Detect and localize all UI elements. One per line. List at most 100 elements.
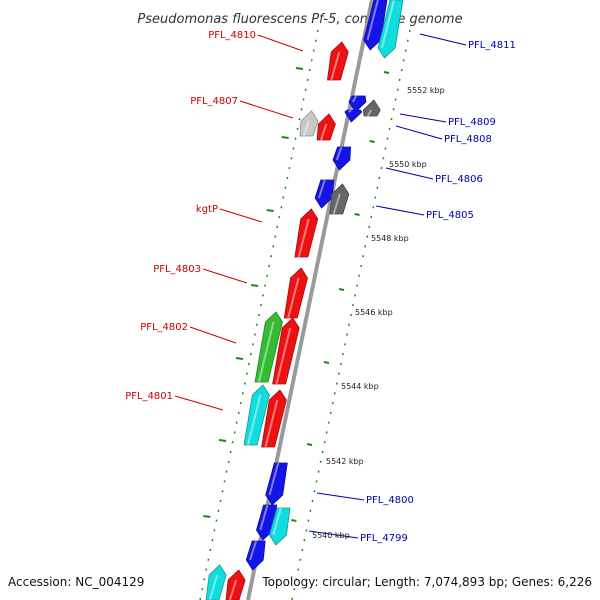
forward-leader-line [257,34,304,52]
forward-leader-line [202,268,248,284]
reverse-tick [383,71,390,74]
gene-pfl-4802[interactable] [254,311,283,383]
forward-gene-label[interactable]: kgtP [196,204,218,215]
kbp-label: 5542 kbp [326,457,364,466]
reverse-gene-label[interactable]: PFL_4800 [366,495,414,506]
gene-pfl-4801[interactable] [243,384,270,446]
gene-pfl-4801-shine [246,394,262,446]
forward-tick [203,515,211,518]
gene-pfl-4810[interactable] [327,41,349,81]
reverse-gene-label[interactable]: PFL_4809 [448,117,496,128]
gene-pfl-4807-body [316,113,336,141]
gene-pfl-4808-top[interactable] [348,95,367,113]
gene-pfl-4811-shine [380,0,395,49]
forward-gene-label[interactable]: PFL_4801 [125,391,173,402]
gene-pfl-4805-body [329,183,350,215]
reverse-tick [354,213,360,216]
gene-pfl-4801-partner[interactable] [261,389,287,448]
forward-leader-line [239,100,294,119]
reverse-tick [338,288,345,291]
gene-pfl-4803-shine [287,277,300,319]
reverse-leader-line [308,530,359,539]
forward-tick [235,357,244,360]
gene-pfl-4805-blue-shine [317,179,326,199]
gene-pfl-4810-body [327,41,349,81]
gene-pfl-4807-neighbor[interactable] [299,110,319,137]
gene-labels: PFL_4810 PFL_4807 kgtP PFL_4803 PFL_4802 PFL_… [125,30,516,544]
gene-pfl-4808-shine [348,109,352,113]
gene-pfl-4803[interactable] [283,267,308,319]
gene-pfl-4799-shine [272,507,282,536]
gene-pfl-4806[interactable] [332,146,352,171]
gene-pfl-4800-shine [268,462,280,496]
reverse-gene-label[interactable]: PFL_4811 [468,40,516,51]
forward-ruler [199,29,319,600]
gene-pfl-4806-shine [335,146,343,161]
gene-pfl-4805[interactable] [329,183,350,215]
reverse-gene-label[interactable]: PFL_4805 [426,210,474,221]
map-title: Pseudomonas fluorescens Pf-5, complete g… [137,12,462,27]
gene-bottom-cyan-body [205,564,227,600]
gene-kgtp[interactable] [294,208,319,258]
gene-pfl-4801-body [243,384,270,446]
gene-pfl-4809[interactable] [362,99,381,117]
forward-gene-label[interactable]: PFL_4803 [153,264,201,275]
reverse-leader-line [395,125,443,140]
gene-pfl-4807[interactable] [316,113,336,141]
gene-pfl-4802-partner-shine [275,327,292,385]
gene-features [205,0,404,600]
gene-pfl-4811-body [377,0,404,59]
gene-pfl-4810-shine [330,51,341,81]
gene-pfl-4808-body [344,109,363,123]
gene-pfl-4802-partner[interactable] [272,317,300,385]
forward-gene-label[interactable]: PFL_4810 [208,30,256,41]
gene-pfl-4800[interactable] [265,462,288,506]
reverse-gene-label[interactable]: PFL_4808 [444,134,492,145]
forward-tick [281,136,289,139]
gene-pfl-4805-shine [332,193,341,215]
gene-pfl-4811[interactable] [377,0,404,59]
gene-pfl-4805-blue-body [314,179,335,209]
forward-tick [218,439,227,442]
gene-lower-blue-shine [249,540,258,561]
gene-pfl-4806-body [332,146,352,171]
gene-pfl-4799-body [268,507,291,546]
reverse-leader-line [375,205,425,216]
forward-tick [250,284,259,287]
forward-leader-line [219,208,263,223]
gene-pfl-4811-blue-body [363,0,388,51]
kbp-label: 5550 kbp [389,160,427,169]
gene-pfl-4799[interactable] [268,507,291,546]
gene-pfl-4802-partner-body [272,317,300,385]
gene-pfl-4801-partner-body [261,389,287,448]
reverse-tick [323,361,330,364]
forward-tick [295,67,304,70]
gene-pfl-4807-neighbor-body [299,110,319,137]
reverse-gene-label[interactable]: PFL_4799 [360,533,408,544]
kbp-label: 5546 kbp [355,308,393,317]
gene-pfl-4808-top-shine [351,95,357,103]
gene-bottom-red[interactable] [225,569,246,600]
gene-pfl-4808[interactable] [344,109,363,123]
gene-pfl-4802-shine [257,321,275,383]
gene-lower-blue[interactable] [245,540,266,571]
forward-tick [266,209,274,212]
gene-kgtp-shine [297,218,310,258]
topology-text: Topology: circular; Length: 7,074,893 bp… [261,575,592,589]
forward-leader-line [174,395,224,411]
reverse-ruler [291,29,411,600]
reverse-gene-label[interactable]: PFL_4806 [435,174,483,185]
gene-pfl-4809-shine [367,109,373,117]
forward-gene-label[interactable]: PFL_4802 [140,322,188,333]
gene-pfl-4808-top-body [348,95,367,113]
gene-pfl-4809-body [362,99,381,117]
gene-pfl-4805-blue[interactable] [314,179,335,209]
forward-gene-label[interactable]: PFL_4807 [190,96,238,107]
gene-bottom-red-shine [228,579,238,600]
gene-pfl-4811-blue[interactable] [363,0,388,51]
gene-bottom-cyan[interactable] [205,564,227,600]
gene-bottom-red-body [225,569,246,600]
gene-pfl-4800-body [265,462,288,506]
reverse-leader-line [385,167,434,180]
gene-pfl-4802-body [254,311,283,383]
